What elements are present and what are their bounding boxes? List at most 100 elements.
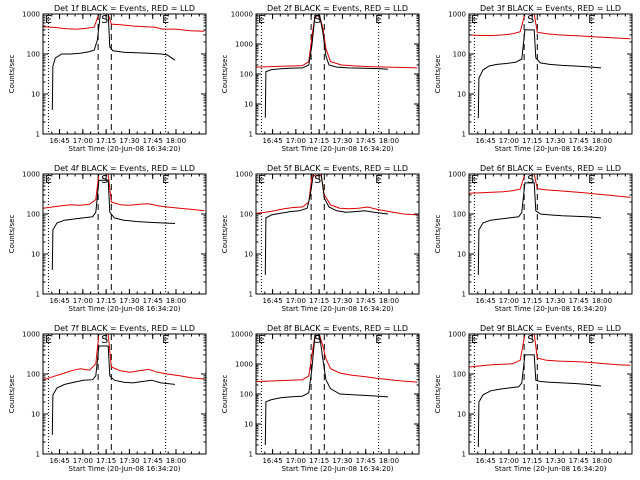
x-tick-label: 16:45 [262,297,282,305]
x-tick-label: 18:00 [166,137,186,145]
dashed-line-marker-label: S [101,173,108,186]
dotted-line-marker-label: E [45,173,52,186]
plot-frame [255,173,420,295]
x-tick-label: 18:00 [379,297,399,305]
y-axis-label: Counts/sec [434,375,442,414]
x-tick-label: 16:45 [475,137,495,145]
events-series-line [477,29,602,119]
x-tick-label: 17:45 [356,137,376,145]
plot-area [43,334,205,454]
y-axis-label: Counts/sec [8,55,16,94]
y-tick-label: 1000 [22,171,40,179]
y-tick-label: 1 [36,451,40,459]
y-tick-label: 1000 [235,361,253,369]
dotted-line-marker-label: E [588,13,595,26]
x-tick-label: 17:15 [309,297,329,305]
y-axis-label: Counts/sec [8,375,16,414]
lld-series-line [256,175,418,216]
panel-title: Det 2f BLACK = Events, RED = LLD [267,4,408,13]
x-tick-label: 17:15 [96,297,116,305]
lld-series-line [43,14,205,32]
plot-frame [255,333,420,455]
x-tick-label: 16:45 [262,457,282,465]
dotted-line-marker-label: E [258,13,265,26]
x-tick-label: 17:45 [143,297,163,305]
y-tick-label: 1 [249,131,253,139]
x-tick-label: 17:00 [499,137,519,145]
panel-title: Det 3f BLACK = Events, RED = LLD [480,4,621,13]
x-axis-label: Start Time (20-Jun-08 16:34:20) [69,145,181,153]
y-tick-label: 10000 [231,331,253,339]
lld-series-line [43,334,205,381]
y-tick-label: 10 [244,101,253,109]
plot-frame [468,333,633,455]
y-tick-label: 1000 [448,11,466,19]
events-series-line [264,174,389,275]
y-tick-label: 10 [31,91,40,99]
plot-area [256,334,418,454]
y-tick-label: 100 [27,211,40,219]
x-tick-label: 17:15 [522,137,542,145]
x-axis-label: Start Time (20-Jun-08 16:34:20) [282,305,394,313]
panel-title: Det 1f BLACK = Events, RED = LLD [54,4,195,13]
x-tick-label: 17:45 [143,457,163,465]
x-tick-label: 17:15 [522,457,542,465]
plot-frame [42,333,207,455]
x-tick-label: 17:00 [286,137,306,145]
x-tick-label: 18:00 [166,297,186,305]
x-tick-label: 17:45 [356,297,376,305]
panel-title: Det 6f BLACK = Events, RED = LLD [480,164,621,173]
events-series-line [264,14,389,118]
x-tick-label: 17:15 [96,137,116,145]
events-series-line [477,354,602,448]
lld-series-line [469,174,631,198]
x-tick-label: 17:45 [356,457,376,465]
events-series-line [477,182,602,275]
x-tick-label: 17:30 [332,457,352,465]
y-tick-label: 1 [249,451,253,459]
x-tick-label: 18:00 [592,297,612,305]
x-tick-label: 17:00 [286,457,306,465]
y-tick-label: 10 [31,251,40,259]
panel-title: Det 9f BLACK = Events, RED = LLD [480,324,621,333]
x-axis-label: Start Time (20-Jun-08 16:34:20) [495,305,607,313]
x-tick-label: 17:45 [569,457,589,465]
dotted-line-marker-label: E [162,333,169,346]
panel-title: Det 5f BLACK = Events, RED = LLD [267,164,408,173]
y-tick-label: 1 [36,291,40,299]
plot-area [469,334,631,454]
dotted-line-marker-label: E [375,13,382,26]
y-tick-label: 1 [462,131,466,139]
dashed-line-marker-label: S [314,173,321,186]
dashed-line-marker-label: S [101,13,108,26]
x-tick-label: 18:00 [166,457,186,465]
x-axis-label: Start Time (20-Jun-08 16:34:20) [282,465,394,473]
y-tick-label: 10 [457,411,466,419]
x-tick-label: 17:30 [332,297,352,305]
lld-series-line [256,334,418,383]
y-tick-label: 1 [462,291,466,299]
y-tick-label: 100 [240,71,253,79]
dotted-line-marker-label: E [162,13,169,26]
dotted-line-marker-label: E [45,13,52,26]
plot-area [256,14,418,134]
dashed-line-marker-label: S [101,333,108,346]
dotted-line-marker-label: E [471,333,478,346]
dotted-line-marker-label: E [162,173,169,186]
x-tick-label: 17:45 [569,297,589,305]
dotted-line-marker-label: E [258,173,265,186]
plot-frame [255,13,420,135]
plot-frame [42,173,207,295]
y-tick-label: 1 [462,451,466,459]
x-axis-label: Start Time (20-Jun-08 16:34:20) [69,465,181,473]
dashed-line-marker-label: S [527,173,534,186]
x-axis-label: Start Time (20-Jun-08 16:34:20) [495,145,607,153]
x-axis-label: Start Time (20-Jun-08 16:34:20) [282,145,394,153]
y-tick-label: 100 [453,51,466,59]
